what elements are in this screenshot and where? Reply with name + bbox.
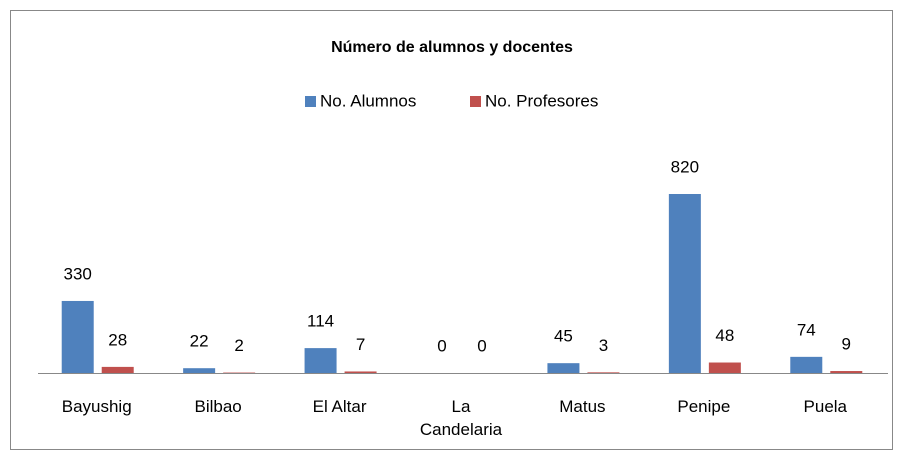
bar [101, 366, 134, 373]
chart-title: Número de alumnos y docentes [331, 39, 573, 56]
value-label: 330 [64, 264, 92, 283]
chart-border [10, 10, 893, 450]
x-tick-label: La Candelaria [419, 397, 503, 439]
x-tick-label: El Altar [312, 397, 367, 416]
value-label: 820 [671, 157, 699, 176]
bar [790, 356, 823, 373]
value-label: 0 [477, 336, 486, 355]
x-tick-label: Penipe [677, 397, 731, 416]
bar [183, 368, 216, 373]
x-tick-label: Puela [803, 397, 848, 416]
value-label: 2 [234, 336, 243, 355]
value-label: 9 [842, 335, 851, 354]
bar [708, 362, 741, 373]
value-label: 28 [108, 330, 127, 349]
x-tick-label: Bilbao [194, 397, 242, 416]
value-label: 22 [190, 332, 209, 351]
legend-swatch [470, 96, 481, 107]
bar [587, 372, 620, 373]
bar [304, 348, 337, 373]
value-label: 0 [437, 336, 446, 355]
legend-label: No. Profesores [485, 91, 598, 110]
value-label: 114 [307, 312, 334, 331]
value-label: 7 [356, 335, 365, 354]
x-tick-label: Matus [559, 397, 606, 416]
value-label: 48 [715, 326, 734, 345]
bar [61, 300, 94, 373]
x-tick-label: Bayushig [61, 397, 132, 416]
bar [547, 363, 580, 373]
legend-label: No. Alumnos [320, 91, 416, 110]
value-label: 45 [554, 327, 573, 346]
bar [830, 371, 863, 373]
value-label: 3 [599, 336, 608, 355]
value-label: 74 [797, 320, 816, 339]
bar [344, 371, 377, 373]
bar [668, 194, 701, 373]
legend-swatch [305, 96, 316, 107]
